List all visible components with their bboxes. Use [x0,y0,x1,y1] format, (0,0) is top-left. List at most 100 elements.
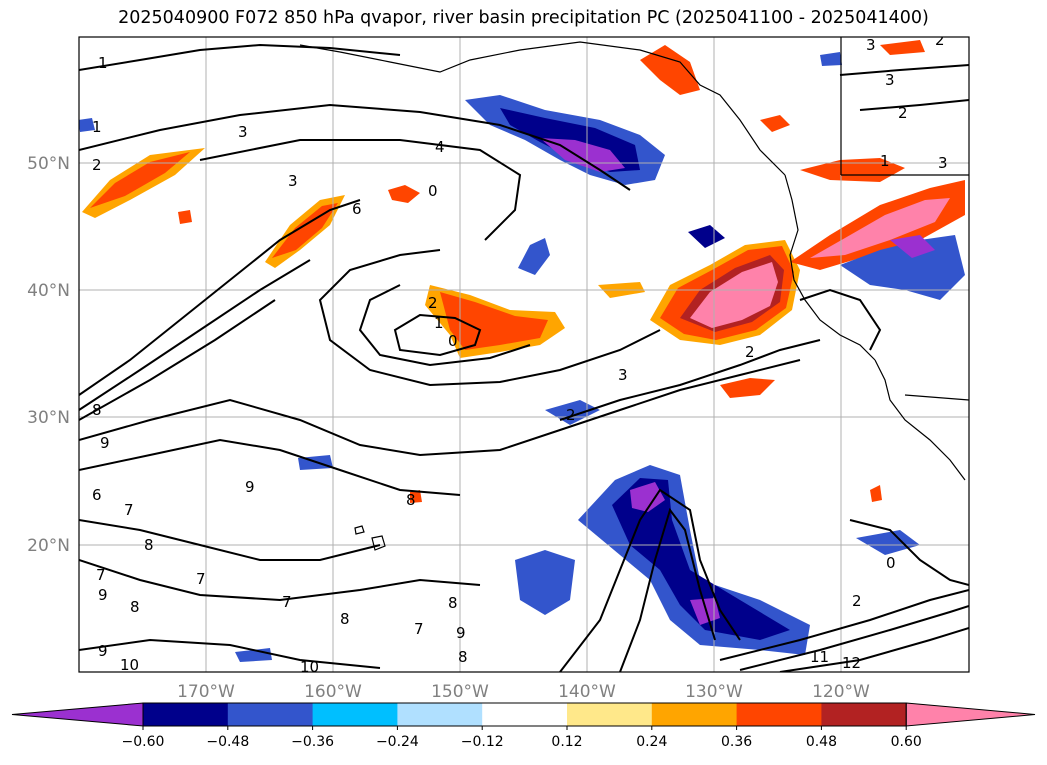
shade-small-6 [870,485,882,502]
colorbar-tick-label: −0.12 [461,734,504,750]
coast-hawaii-1 [354,525,365,535]
contour-label: 4 [435,138,445,156]
border-mexico [904,394,969,401]
shade-nw-america-pink [810,198,950,258]
negative-anomaly-shading [79,52,965,662]
contour-label: 10 [300,658,319,676]
colorbar-segment [227,703,314,726]
lon-label-130w: 130°W [685,682,743,702]
contour-band-2 [79,299,276,421]
map-area: 1 3 2 4 3 3 2 1 3 6 0 2 1 0 3 2 2 9 8 9 … [79,31,969,676]
coastlines [299,37,969,551]
contour-label: 1 [434,314,444,332]
shade-coast-large-pink [690,262,778,328]
shade-alaska-coast [640,45,700,95]
contour-label: 2 [935,31,945,49]
contour-label: 1 [92,118,102,136]
qvapor-contours [79,43,969,672]
contour-label: 1 [880,152,890,170]
contour-label: 9 [245,478,255,496]
contour-east-band-3 [779,627,969,672]
contour-label: 7 [414,620,424,638]
contour-coast-inner [799,288,882,351]
contour-label: 1 [98,54,108,72]
colorbar-tick-label: 0.12 [551,734,582,750]
shade-small-3 [760,115,790,132]
shade-alaska-far [880,40,925,55]
colorbar-segment [567,703,653,726]
contour-label: 6 [92,486,102,504]
contour-label: 2 [745,343,755,361]
contour-subtrop-trough-2 [619,507,716,672]
contour-label: 9 [100,434,110,452]
shade-nw-america-purple [890,235,935,258]
shade-central-core [440,292,548,350]
shade-mid-streak-core [272,203,338,258]
contour-label: 8 [130,598,140,616]
contour-label: 8 [144,536,154,554]
shade-subtrop-navy [612,478,790,640]
shade-subtrop-purple-2 [690,598,720,625]
lat-label-50n: 50°N [27,154,70,174]
contour-label: 3 [885,71,895,89]
lat-label-20n: 20°N [27,536,70,556]
contour-label: 2 [852,592,862,610]
map-frame [78,36,970,673]
lon-label-140w: 140°W [558,682,616,702]
contour-2-east [559,339,821,421]
contour-3-coast [839,64,969,76]
lat-label-40n: 40°N [27,281,70,301]
contour-label: 0 [448,332,458,350]
colorbar-tick-label: −0.36 [291,734,334,750]
contour-label: 3 [618,366,628,384]
colorbar-tick-label: 0.36 [721,734,752,750]
contour-2-coast [859,99,969,111]
colorbar-tick-label: −0.24 [376,734,419,750]
shade-small-blue-4 [856,530,920,555]
contour-label: 7 [96,566,106,584]
shade-nw-band-core [90,152,190,208]
contour-label: 2 [898,104,908,122]
contour-east-band-2 [739,605,969,671]
shade-small-blue-3 [820,52,842,66]
contour-label: 3 [288,172,298,190]
colorbar-segment [312,703,398,726]
coast-california [874,359,966,481]
lon-label-160w: 160°W [304,682,362,702]
shade-blue-streak [518,238,550,275]
contour-gyre-mid [358,284,531,367]
colorbar-segment [143,703,229,726]
shade-small-7 [410,490,422,503]
contour-6-subtrop [79,199,361,396]
contour-label: 2 [428,294,438,312]
contour-gyre-inner [393,313,482,357]
latitude-labels: 50°N 40°N 30°N 20°N [27,154,70,556]
coast-alaska [299,41,786,176]
contour-label: 7 [124,501,134,519]
contour-10 [79,638,381,669]
contour-label: 8 [340,610,350,628]
lon-label-150w: 150°W [431,682,489,702]
colorbar-segment [736,703,822,726]
contour-label: 0 [428,182,438,200]
colorbar-segment [397,703,483,726]
shade-small-blue-1 [688,225,725,248]
contour-label: 12 [842,654,861,672]
contour-label: 2 [566,406,576,424]
contour-8 [79,359,801,457]
contour-label: 0 [886,554,896,572]
shade-small-1 [388,185,420,203]
lon-label-170w: 170°W [177,682,235,702]
colorbar-tick-label: 0.48 [806,734,837,750]
contour-label: 8 [92,401,102,419]
colorbar: −0.60 −0.48 −0.36 −0.24 −0.12 0.12 0.24 0.36 0.4… [11,702,1036,750]
contour-label: 3 [238,123,248,141]
contour-subtrop-trough-1 [559,488,741,672]
shade-sw-cluster [515,550,575,615]
graticule [79,37,969,672]
contour-label: 8 [458,648,468,666]
contour-label: 10 [120,656,139,674]
longitude-labels: 170°W 160°W 150°W 140°W 130°W 120°W [177,682,870,702]
contour-gyre-outer [318,249,661,387]
